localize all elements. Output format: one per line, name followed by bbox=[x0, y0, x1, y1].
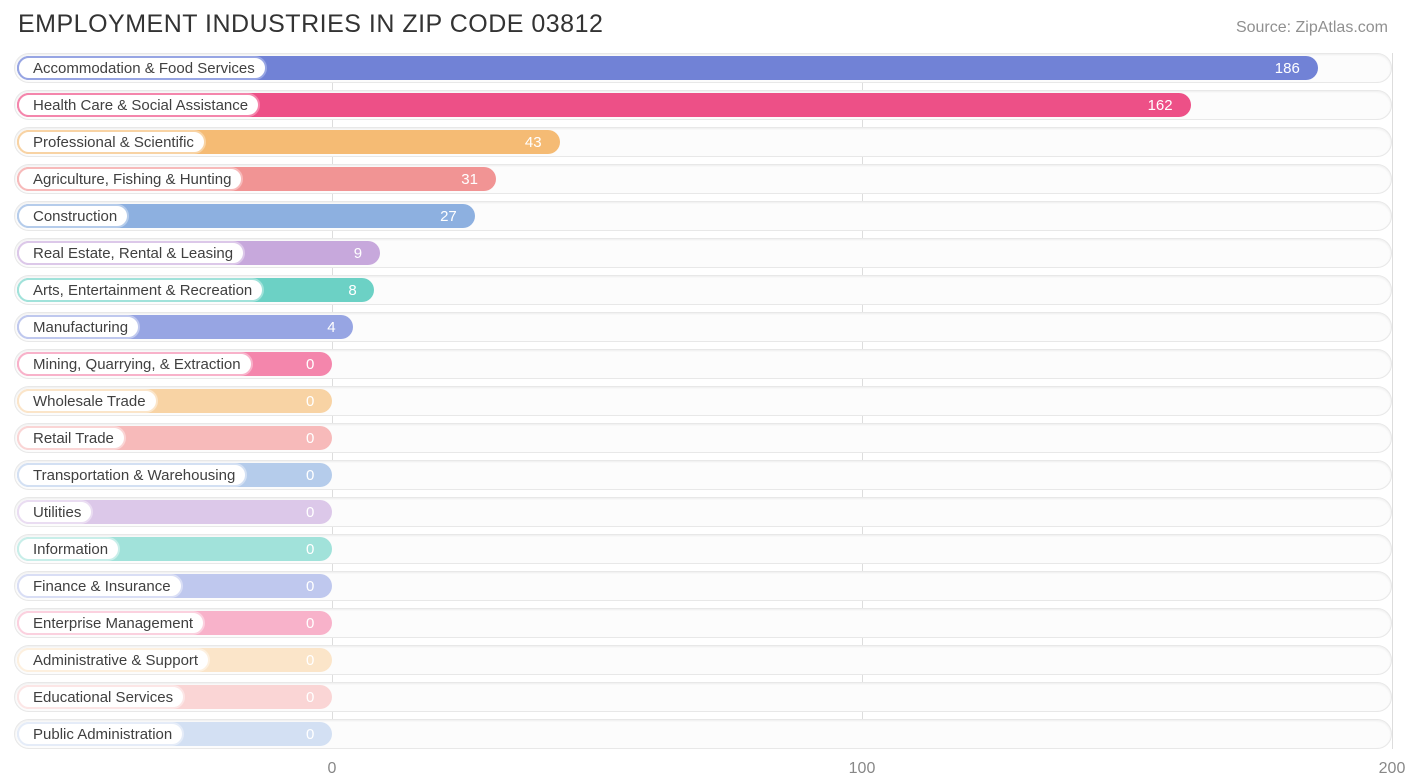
axis-tick: 0 bbox=[328, 760, 337, 777]
chart-plot-area: Accommodation & Food Services 186 Health C… bbox=[14, 53, 1392, 777]
value-label: 0 bbox=[306, 386, 314, 416]
chart-title: EMPLOYMENT INDUSTRIES IN ZIP CODE 03812 bbox=[18, 10, 603, 39]
value-label: 0 bbox=[306, 645, 314, 675]
category-pill: Arts, Entertainment & Recreation bbox=[17, 278, 264, 302]
axis-tick: 200 bbox=[1379, 760, 1406, 777]
value-label: 186 bbox=[1275, 53, 1300, 83]
category-pill: Health Care & Social Assistance bbox=[17, 93, 260, 117]
bar-row: Health Care & Social Assistance 162 bbox=[14, 90, 1392, 120]
chart-rows: Accommodation & Food Services 186 Health C… bbox=[14, 53, 1392, 749]
value-label: 0 bbox=[306, 460, 314, 490]
category-pill: Retail Trade bbox=[17, 426, 126, 450]
bar-row: Real Estate, Rental & Leasing 9 bbox=[14, 238, 1392, 268]
category-pill: Accommodation & Food Services bbox=[17, 56, 267, 80]
category-pill: Enterprise Management bbox=[17, 611, 205, 635]
axis-tick: 100 bbox=[849, 760, 876, 777]
category-pill: Professional & Scientific bbox=[17, 130, 206, 154]
bar-row: Educational Services 0 bbox=[14, 682, 1392, 712]
category-pill: Agriculture, Fishing & Hunting bbox=[17, 167, 243, 191]
bar-row: Information 0 bbox=[14, 534, 1392, 564]
bar-row: Finance & Insurance 0 bbox=[14, 571, 1392, 601]
bar-row: Retail Trade 0 bbox=[14, 423, 1392, 453]
bar-row: Manufacturing 4 bbox=[14, 312, 1392, 342]
bar-row: Agriculture, Fishing & Hunting 31 bbox=[14, 164, 1392, 194]
bar-row: Public Administration 0 bbox=[14, 719, 1392, 749]
gridline bbox=[1392, 53, 1393, 749]
value-label: 4 bbox=[327, 312, 335, 342]
value-label: 0 bbox=[306, 608, 314, 638]
category-pill: Utilities bbox=[17, 500, 93, 524]
value-label: 43 bbox=[525, 127, 542, 157]
value-label: 162 bbox=[1148, 90, 1173, 120]
category-pill: Manufacturing bbox=[17, 315, 140, 339]
category-pill: Mining, Quarrying, & Extraction bbox=[17, 352, 253, 376]
value-label: 9 bbox=[354, 238, 362, 268]
category-pill: Public Administration bbox=[17, 722, 184, 746]
value-label: 8 bbox=[348, 275, 356, 305]
bar-row: Mining, Quarrying, & Extraction 0 bbox=[14, 349, 1392, 379]
category-pill: Educational Services bbox=[17, 685, 185, 709]
chart-source: Source: ZipAtlas.com bbox=[1236, 19, 1388, 37]
bar-row: Accommodation & Food Services 186 bbox=[14, 53, 1392, 83]
x-axis: 0100200 bbox=[14, 756, 1392, 777]
category-pill: Real Estate, Rental & Leasing bbox=[17, 241, 245, 265]
value-label: 27 bbox=[440, 201, 457, 231]
category-pill: Finance & Insurance bbox=[17, 574, 183, 598]
value-label: 0 bbox=[306, 423, 314, 453]
value-label: 0 bbox=[306, 534, 314, 564]
bar-row: Utilities 0 bbox=[14, 497, 1392, 527]
category-pill: Transportation & Warehousing bbox=[17, 463, 247, 487]
chart-container: EMPLOYMENT INDUSTRIES IN ZIP CODE 03812 … bbox=[0, 0, 1406, 777]
category-pill: Administrative & Support bbox=[17, 648, 210, 672]
bar-row: Arts, Entertainment & Recreation 8 bbox=[14, 275, 1392, 305]
value-label: 0 bbox=[306, 719, 314, 749]
bar-row: Transportation & Warehousing 0 bbox=[14, 460, 1392, 490]
value-label: 0 bbox=[306, 571, 314, 601]
bar-row: Professional & Scientific 43 bbox=[14, 127, 1392, 157]
bar-row: Administrative & Support 0 bbox=[14, 645, 1392, 675]
category-pill: Information bbox=[17, 537, 120, 561]
bar-row: Wholesale Trade 0 bbox=[14, 386, 1392, 416]
value-label: 0 bbox=[306, 497, 314, 527]
chart-header: EMPLOYMENT INDUSTRIES IN ZIP CODE 03812 … bbox=[0, 0, 1406, 45]
value-label: 31 bbox=[461, 164, 478, 194]
bar-row: Construction 27 bbox=[14, 201, 1392, 231]
category-pill: Construction bbox=[17, 204, 129, 228]
value-label: 0 bbox=[306, 682, 314, 712]
category-pill: Wholesale Trade bbox=[17, 389, 158, 413]
value-label: 0 bbox=[306, 349, 314, 379]
bar-row: Enterprise Management 0 bbox=[14, 608, 1392, 638]
